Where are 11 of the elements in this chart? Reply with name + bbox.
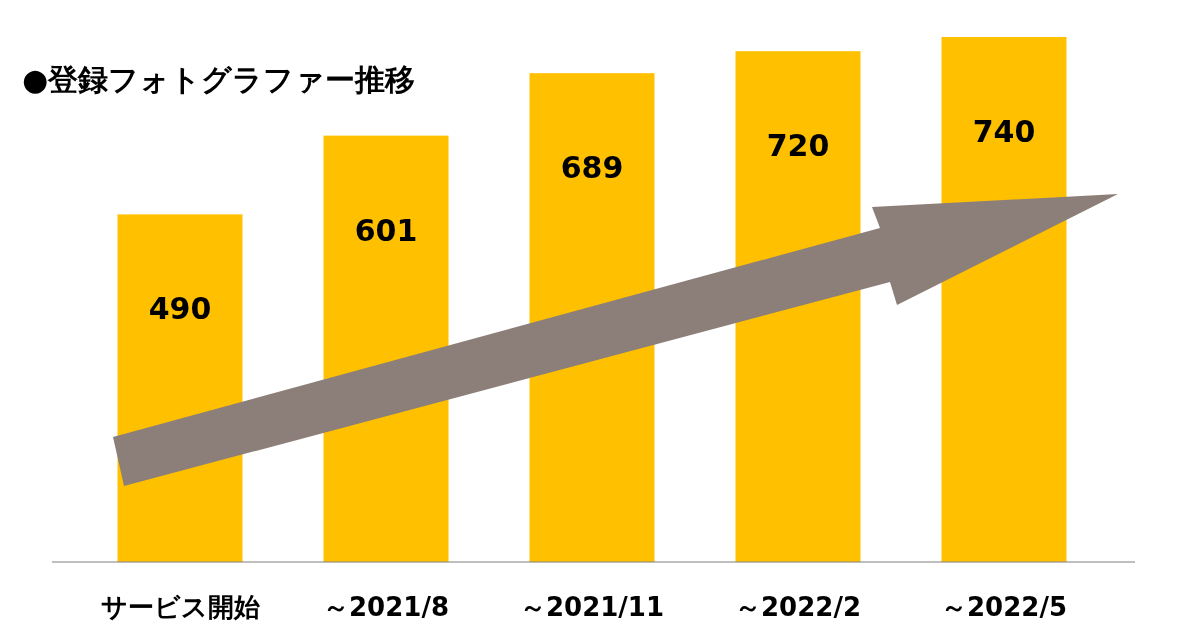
x-tick-label: ～2021/8 [323, 592, 449, 622]
text: ●登録フォトグラファー推移 [22, 62, 416, 97]
x-tick-label: ～2022/5 [941, 592, 1067, 622]
data-label: 490 [148, 291, 212, 327]
data-label: 601 [354, 212, 418, 248]
data-label: 720 [766, 128, 830, 164]
x-tick-label: ～2021/11 [519, 592, 665, 622]
x-tick-label: サービス開始 [100, 592, 260, 622]
data-label: 740 [972, 114, 1036, 149]
data-label: 689 [560, 150, 624, 186]
x-tick-label: ～2022/2 [735, 592, 861, 622]
